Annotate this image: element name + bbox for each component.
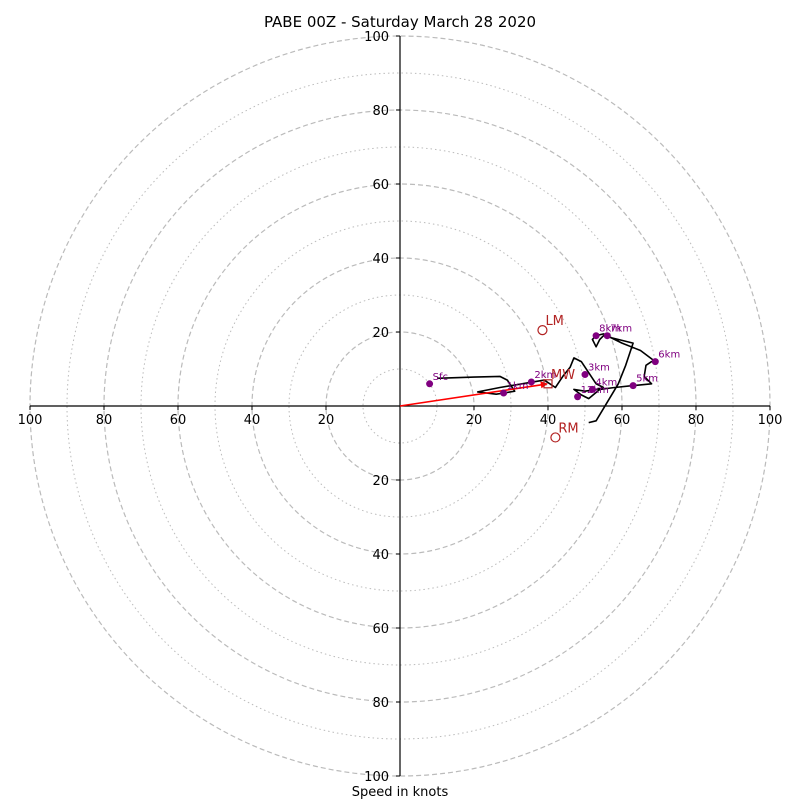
y-tick-label: 80 (372, 104, 389, 119)
height-point-7km: 7km (603, 324, 632, 340)
x-tick-label: 80 (688, 413, 705, 428)
storm-motion-markers: LM RM MW (537, 314, 579, 443)
height-point-5km: 5km (629, 374, 658, 390)
height-point-12km: 12km (574, 385, 609, 401)
height-point-marker (588, 385, 596, 393)
height-point-marker (500, 389, 508, 397)
height-point-marker (574, 393, 582, 401)
y-tick-label: 40 (372, 252, 389, 267)
y-tick-label: 100 (364, 770, 389, 785)
storm-motion-lm: LM (537, 314, 564, 336)
x-tick-label: 60 (614, 413, 631, 428)
chart-title: PABE 00Z - Saturday March 28 2020 (264, 13, 536, 31)
x-tick-label: 40 (540, 413, 557, 428)
storm-motion-label: RM (558, 421, 578, 436)
height-point-1km: 1km (500, 381, 529, 397)
height-point-sfc: Sfc (426, 372, 448, 388)
height-point-label: 5km (636, 374, 658, 385)
height-point-label: 7km (610, 324, 632, 335)
x-tick-label: 20 (318, 413, 335, 428)
height-point-marker (527, 378, 535, 386)
height-point-marker (651, 358, 659, 366)
mean-wind-vector (399, 383, 545, 407)
height-point-2km: 2km (527, 370, 556, 386)
height-point-label: 3km (588, 363, 610, 374)
y-tick-label: 100 (364, 30, 389, 45)
storm-motion-marker (537, 325, 548, 336)
y-tick-label: 60 (372, 622, 389, 637)
x-tick-label: 100 (18, 413, 43, 428)
storm-motion-marker (550, 432, 561, 443)
height-point-label: 12km (581, 385, 609, 396)
height-point-6km: 6km (651, 350, 680, 366)
height-point-label: 6km (658, 350, 680, 361)
storm-motion-mw: MW (543, 368, 575, 389)
y-tick-label: 80 (372, 696, 389, 711)
y-tick-label: 20 (372, 474, 389, 489)
height-point-label: 4km (595, 377, 617, 388)
height-point-marker (629, 382, 637, 390)
storm-motion-label: LM (545, 314, 563, 329)
height-point-label: 8km (599, 324, 621, 335)
y-tick-label: 20 (372, 326, 389, 341)
x-tick-label: 40 (244, 413, 261, 428)
height-point-8km: 8km (592, 324, 621, 340)
height-point-label: 2km (534, 370, 556, 381)
height-point-label: Sfc (433, 372, 448, 383)
y-tick-label: 40 (372, 548, 389, 563)
height-point-marker (592, 332, 600, 340)
tick-labels: 100 100 80 80 60 60 40 40 20 20 20 20 40 40 60 60 80 80 10… (18, 30, 783, 785)
height-point-4km: 4km (588, 377, 617, 393)
x-tick-label: 20 (466, 413, 483, 428)
storm-motion-rm: RM (550, 421, 579, 443)
height-point-marker (603, 332, 611, 340)
x-tick-label: 60 (170, 413, 187, 428)
storm-motion-label: MW (551, 368, 575, 383)
height-point-3km: 3km (581, 363, 610, 379)
y-tick-label: 60 (372, 178, 389, 193)
x-tick-label: 80 (96, 413, 113, 428)
x-axis-label: Speed in knots (352, 785, 449, 800)
height-point-label: 1km (507, 381, 529, 392)
x-tick-label: 100 (758, 413, 783, 428)
height-point-marker (426, 380, 434, 388)
height-point-marker (581, 371, 589, 379)
storm-motion-marker (543, 379, 553, 389)
